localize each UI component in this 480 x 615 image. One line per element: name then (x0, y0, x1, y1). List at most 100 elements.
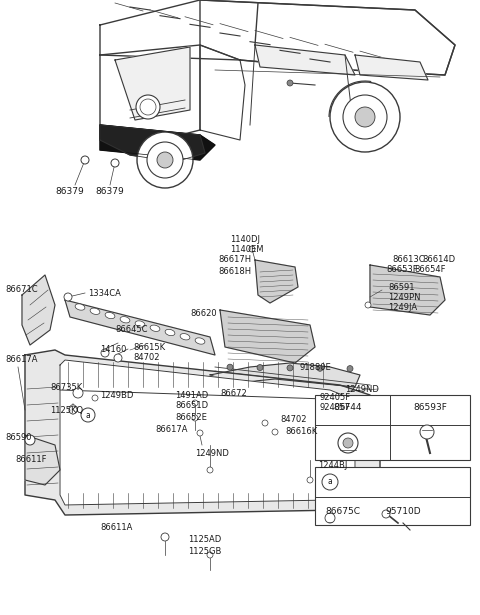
Text: 86590: 86590 (5, 432, 32, 442)
Text: 1244BJ: 1244BJ (318, 461, 348, 469)
Polygon shape (25, 435, 60, 485)
Circle shape (197, 430, 203, 436)
Text: 1249BD: 1249BD (100, 391, 133, 400)
Circle shape (64, 293, 72, 301)
Circle shape (307, 477, 313, 483)
Text: 1249ND: 1249ND (195, 448, 229, 458)
Ellipse shape (90, 308, 100, 314)
Circle shape (249, 246, 255, 252)
Text: 86652E: 86652E (175, 413, 207, 421)
Text: 86671C: 86671C (5, 285, 37, 295)
Polygon shape (100, 45, 200, 145)
Text: 86614D: 86614D (422, 255, 455, 263)
Text: 86645C: 86645C (115, 325, 147, 335)
Text: 91880E: 91880E (300, 362, 332, 371)
Text: 86591: 86591 (388, 282, 415, 292)
Polygon shape (100, 125, 205, 162)
Circle shape (420, 425, 434, 439)
Circle shape (161, 533, 169, 541)
Ellipse shape (180, 333, 190, 340)
Ellipse shape (135, 321, 145, 327)
Polygon shape (255, 260, 298, 303)
Text: 1249ND: 1249ND (345, 386, 379, 394)
Circle shape (347, 366, 353, 371)
Polygon shape (22, 275, 55, 345)
Polygon shape (60, 360, 355, 505)
Text: 1249PN: 1249PN (388, 293, 420, 301)
Bar (315, 467, 470, 525)
Text: 86651D: 86651D (175, 402, 208, 410)
Polygon shape (355, 55, 428, 80)
Text: 1334CA: 1334CA (88, 290, 121, 298)
Circle shape (157, 152, 173, 168)
Circle shape (111, 159, 119, 167)
Text: 86379: 86379 (95, 186, 124, 196)
Circle shape (338, 433, 358, 453)
Polygon shape (25, 350, 380, 515)
Text: 84702: 84702 (133, 352, 159, 362)
Text: 92406F: 92406F (320, 403, 351, 413)
Polygon shape (65, 300, 215, 355)
Circle shape (192, 415, 198, 421)
Text: 1125GB: 1125GB (188, 547, 221, 557)
Text: 86672: 86672 (220, 389, 247, 397)
Circle shape (207, 552, 213, 558)
Text: 86653F: 86653F (386, 266, 418, 274)
Circle shape (101, 349, 109, 357)
Text: 85744: 85744 (334, 402, 362, 411)
Circle shape (343, 438, 353, 448)
Text: 1249JA: 1249JA (388, 303, 417, 312)
Polygon shape (200, 0, 455, 75)
Circle shape (365, 302, 371, 308)
Text: 84702: 84702 (280, 416, 307, 424)
Text: 1140EM: 1140EM (230, 245, 264, 253)
Circle shape (262, 420, 268, 426)
Circle shape (227, 364, 233, 370)
Polygon shape (220, 310, 315, 363)
Circle shape (343, 95, 387, 139)
Text: 1491AD: 1491AD (175, 391, 208, 400)
Text: 1125AD: 1125AD (188, 536, 221, 544)
Circle shape (382, 510, 390, 518)
Text: 14160: 14160 (100, 346, 126, 354)
Polygon shape (210, 363, 360, 387)
Circle shape (69, 406, 77, 414)
Circle shape (81, 156, 89, 164)
Text: 86379: 86379 (55, 186, 84, 196)
Text: 86675C: 86675C (325, 507, 360, 515)
Circle shape (287, 365, 293, 371)
Ellipse shape (165, 329, 175, 336)
Ellipse shape (195, 338, 205, 344)
Text: 86615K: 86615K (133, 343, 165, 352)
Circle shape (81, 408, 95, 422)
Circle shape (355, 107, 375, 127)
Polygon shape (255, 45, 355, 75)
Ellipse shape (120, 317, 130, 323)
Text: 1125KQ: 1125KQ (50, 405, 83, 415)
Polygon shape (100, 0, 455, 75)
Bar (315, 395, 470, 460)
Text: 86613C: 86613C (392, 255, 425, 263)
Ellipse shape (105, 312, 115, 319)
Circle shape (322, 474, 338, 490)
Text: 86617H: 86617H (218, 255, 251, 264)
Polygon shape (355, 400, 398, 450)
Text: 86620: 86620 (190, 309, 216, 317)
Circle shape (140, 99, 156, 115)
Text: 86618H: 86618H (218, 266, 251, 276)
Circle shape (317, 365, 323, 371)
Ellipse shape (75, 304, 85, 310)
Text: 86593F: 86593F (413, 402, 447, 411)
Text: 86611F: 86611F (15, 456, 47, 464)
Text: 86611A: 86611A (100, 523, 132, 531)
Text: 86654F: 86654F (414, 266, 445, 274)
Circle shape (272, 429, 278, 435)
Circle shape (325, 513, 335, 523)
Polygon shape (370, 265, 445, 315)
Text: a: a (85, 410, 90, 419)
Text: 1140DJ: 1140DJ (230, 234, 260, 244)
Text: 86616K: 86616K (285, 427, 317, 437)
Circle shape (192, 400, 198, 406)
Circle shape (25, 435, 35, 445)
Circle shape (114, 354, 122, 362)
